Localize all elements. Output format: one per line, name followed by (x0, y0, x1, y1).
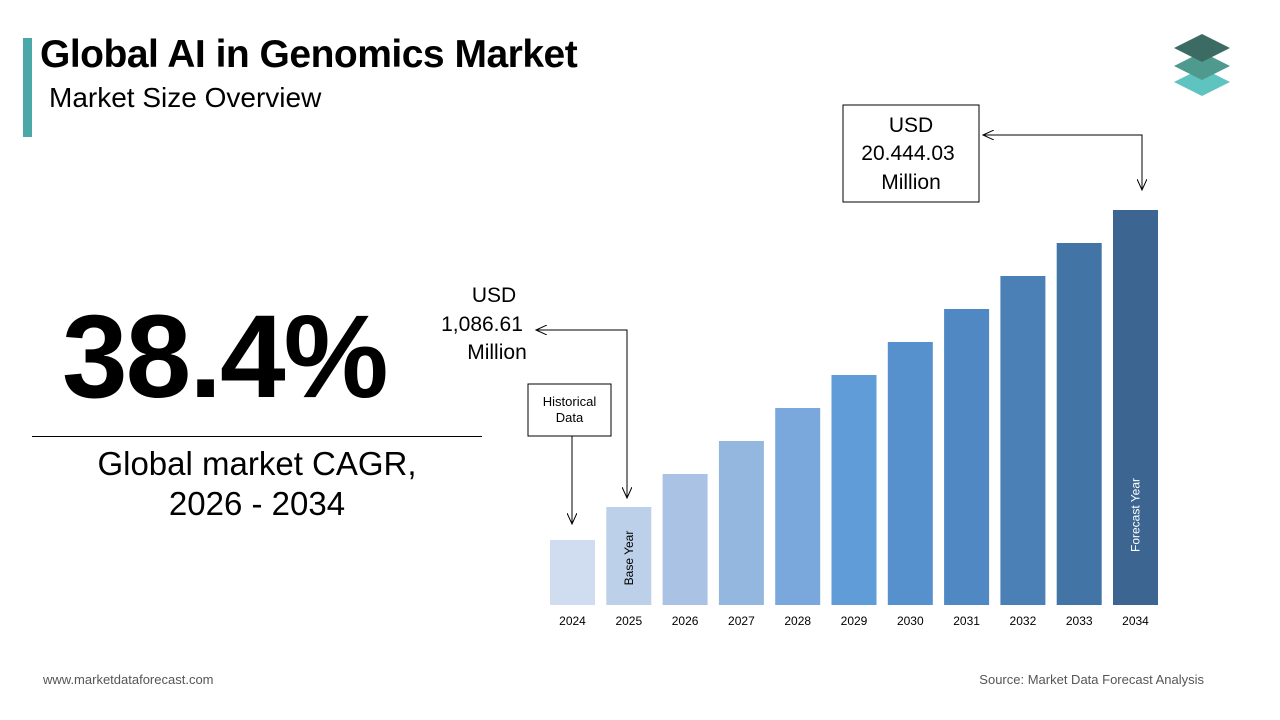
year-label-2031: 2031 (953, 614, 980, 628)
start-value-line1: USD (472, 284, 516, 307)
year-label-2032: 2032 (1010, 614, 1037, 628)
cagr-divider (32, 436, 482, 437)
year-label-2027: 2027 (728, 614, 755, 628)
cagr-label-line1: Global market CAGR, (97, 445, 417, 482)
end-value-arrow-down (1000, 134, 1142, 190)
year-labels-group: 2024 2025 2026 2027 2028 2029 2030 2031 2032 2033… (559, 614, 1149, 628)
end-value-line1: USD (889, 114, 933, 137)
year-label-2034: 2034 (1122, 614, 1149, 628)
layers-icon (1174, 34, 1230, 96)
end-value-line2: 20.444.03 (861, 142, 954, 165)
footer-website: www.marketdataforecast.com (43, 672, 214, 687)
end-value-line3: Million (881, 171, 941, 194)
page-subtitle: Market Size Overview (49, 82, 322, 113)
base-year-label: Base Year (622, 531, 636, 586)
logo-layer-middle (1174, 52, 1230, 80)
bar-2028 (775, 408, 821, 605)
footer-source: Source: Market Data Forecast Analysis (979, 672, 1204, 687)
accent-bar (23, 38, 32, 137)
year-label-2033: 2033 (1066, 614, 1093, 628)
bar-2024 (550, 540, 595, 605)
start-value-callout: USD 1,086.61 Million (441, 284, 627, 498)
year-label-2025: 2025 (615, 614, 642, 628)
end-value-box (842, 104, 980, 203)
bar-2032 (1000, 276, 1046, 605)
cagr-label: Global market CAGR, 2026 - 2034 (32, 444, 482, 524)
start-value-arrow-down (540, 329, 627, 498)
bar-2025 (606, 507, 652, 605)
start-value-line3: Million (467, 341, 527, 364)
historical-data-callout: Historical Data (527, 383, 612, 524)
bar-2027 (718, 441, 764, 605)
year-label-2030: 2030 (897, 614, 924, 628)
cagr-label-line2: 2026 - 2034 (168, 485, 346, 522)
forecast-year-label: Forecast Year (1129, 478, 1143, 552)
logo-layer-bottom (1174, 68, 1230, 96)
historical-data-line2: Data (556, 410, 584, 425)
bar-2026 (662, 474, 708, 605)
bar-2034 (1113, 210, 1158, 605)
year-label-2024: 2024 (559, 614, 586, 628)
start-value-line2: 1,086.61 (441, 313, 523, 336)
logo-layer-top (1174, 34, 1230, 62)
bar-2033 (1056, 243, 1102, 605)
year-label-2028: 2028 (784, 614, 811, 628)
year-label-2029: 2029 (841, 614, 868, 628)
cagr-value: 38.4% (62, 291, 389, 423)
historical-data-line1: Historical (543, 394, 597, 409)
page-title: Global AI in Genomics Market (40, 33, 578, 76)
bar-2029 (831, 375, 877, 605)
bars-group (550, 210, 1158, 605)
year-label-2026: 2026 (672, 614, 699, 628)
bar-2031 (944, 309, 990, 605)
historical-data-box (527, 383, 612, 437)
bar-2030 (887, 342, 933, 605)
end-value-callout: USD 20.444.03 Million (842, 104, 1142, 203)
